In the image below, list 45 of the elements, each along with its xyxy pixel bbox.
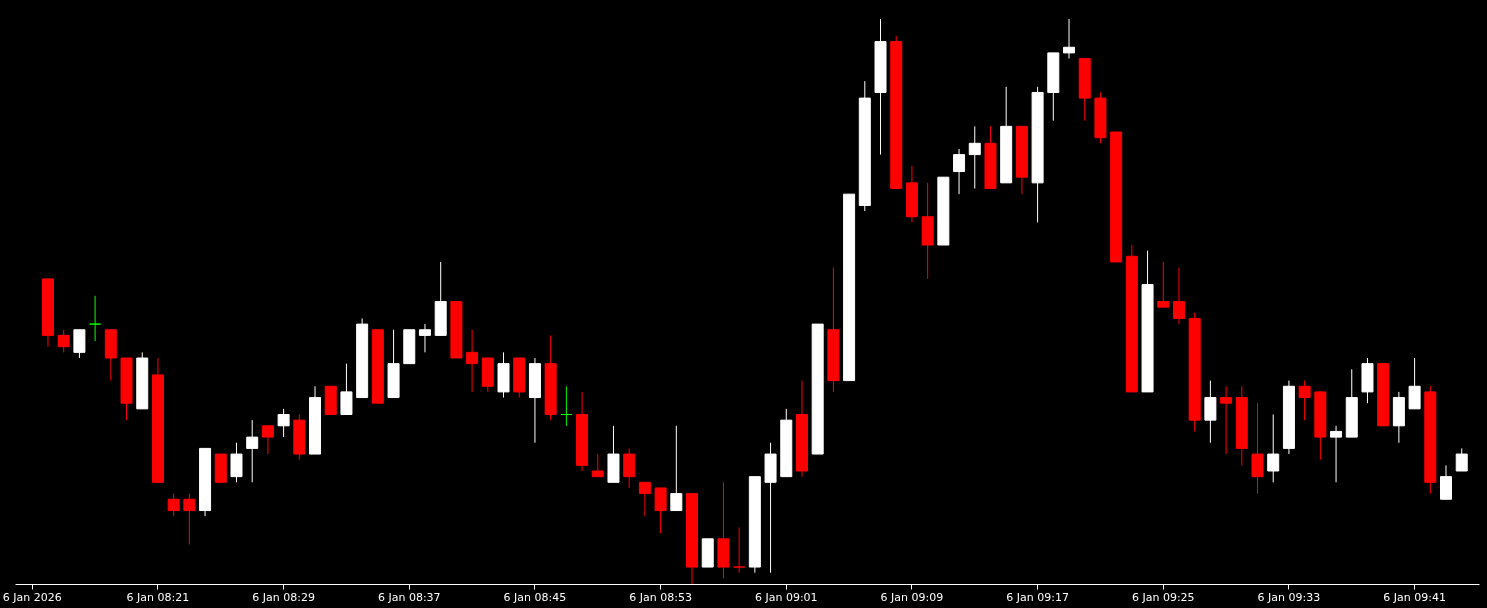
candlestick [1172,267,1185,325]
candlestick [968,125,981,189]
candlestick [73,329,86,359]
candlestick [1267,414,1280,483]
x-tick-label: 6 Jan 09:09 [880,590,944,604]
candlestick [953,148,966,195]
candlestick [670,425,683,512]
candlestick [466,329,479,393]
x-tick-label: 6 Jan 08:45 [503,590,567,604]
candlestick [261,425,274,455]
candlestick [1157,261,1170,308]
candlestick [1063,18,1076,60]
candlestick [560,385,573,427]
candlestick [1204,380,1217,444]
candlestick [418,323,431,353]
candlestick [623,447,636,489]
candlestick [654,487,667,534]
candlestick [591,453,604,478]
candlestick [1408,357,1421,410]
candlestick [167,493,180,517]
candlestick [1455,447,1468,472]
candlestick [277,408,290,438]
candlestick [1440,464,1453,500]
x-tick-label: 6 Jan 08:53 [629,590,692,604]
candlestick [246,419,259,483]
candlestick [1220,385,1233,455]
x-tick-label: 6 Jan 09:25 [1131,590,1195,604]
x-tick-label: 6 Jan 09:33 [1257,590,1321,604]
candlestick [1251,402,1264,495]
candlestick [340,363,353,415]
x-tick-label: 6 Jan 09:01 [754,590,818,604]
candlestick [89,295,102,342]
x-tick-label: 6 Jan 08:29 [252,590,315,604]
x-tick-label: 6 Jan 08:37 [377,590,441,604]
x-tick-label: 6 Jan 2026 [2,590,62,604]
candlestick [183,493,196,545]
candlestick [638,481,651,517]
x-tick-label: 6 Jan 08:21 [126,590,190,604]
x-tick-label: 6 Jan 09:17 [1006,590,1069,604]
candlestick [1330,425,1343,483]
candlestick [733,527,746,574]
x-tick-label: 6 Jan 09:41 [1383,590,1446,604]
candlestick [57,329,70,353]
candlestick [230,442,243,483]
candlestick [1298,380,1311,421]
